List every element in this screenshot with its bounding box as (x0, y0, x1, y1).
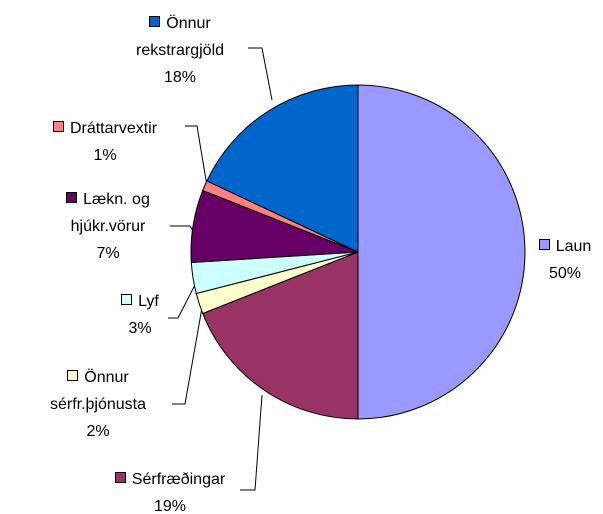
slice-label: Sérfræðingar 19% (80, 466, 260, 514)
value-label: 19% (153, 498, 187, 514)
pie-slice (206, 84, 359, 253)
value-label: 3% (128, 320, 152, 337)
value-label: 50% (548, 265, 582, 282)
slice-label: Önnur rekstrargjöld 18% (120, 10, 240, 91)
value-label: 7% (96, 245, 120, 262)
legend-swatch (538, 239, 550, 250)
legend-swatch (114, 472, 126, 483)
legend-swatch (67, 370, 79, 381)
category-label: Önnur rekstrargjöld (135, 15, 225, 59)
legend-swatch (149, 16, 161, 27)
slice-label: Laun 50% (530, 233, 600, 287)
leader-line (168, 282, 197, 319)
slice-label: Dráttarvextir 1% (25, 115, 185, 169)
category-label: Lækn. og hjúkr.vörur (70, 191, 150, 235)
leader-line (240, 394, 263, 491)
category-label: Önnur sérfr.þjónusta (49, 369, 147, 413)
category-label: Laun (555, 238, 592, 255)
leader-line (185, 125, 209, 193)
leader-lines (168, 47, 273, 491)
slice-label: Lækn. og hjúkr.vörur 7% (48, 186, 168, 267)
category-label: Dráttarvextir (69, 120, 158, 137)
pie-slice (202, 251, 359, 420)
value-label: 2% (86, 423, 110, 440)
slice-label: Önnur sérfr.þjónusta 2% (38, 364, 158, 445)
pie-slice (357, 84, 526, 420)
value-label: 18% (163, 69, 197, 86)
category-label: Sérfræðingar (131, 471, 226, 488)
slice-label: Lyf 3% (100, 288, 180, 342)
leader-line (170, 225, 196, 235)
leader-line (172, 301, 204, 405)
leader-line (248, 47, 273, 101)
category-label: Lyf (138, 293, 159, 310)
legend-swatch (66, 192, 78, 203)
legend-swatch (121, 294, 133, 305)
legend-swatch (52, 121, 64, 132)
value-label: 1% (93, 147, 117, 164)
